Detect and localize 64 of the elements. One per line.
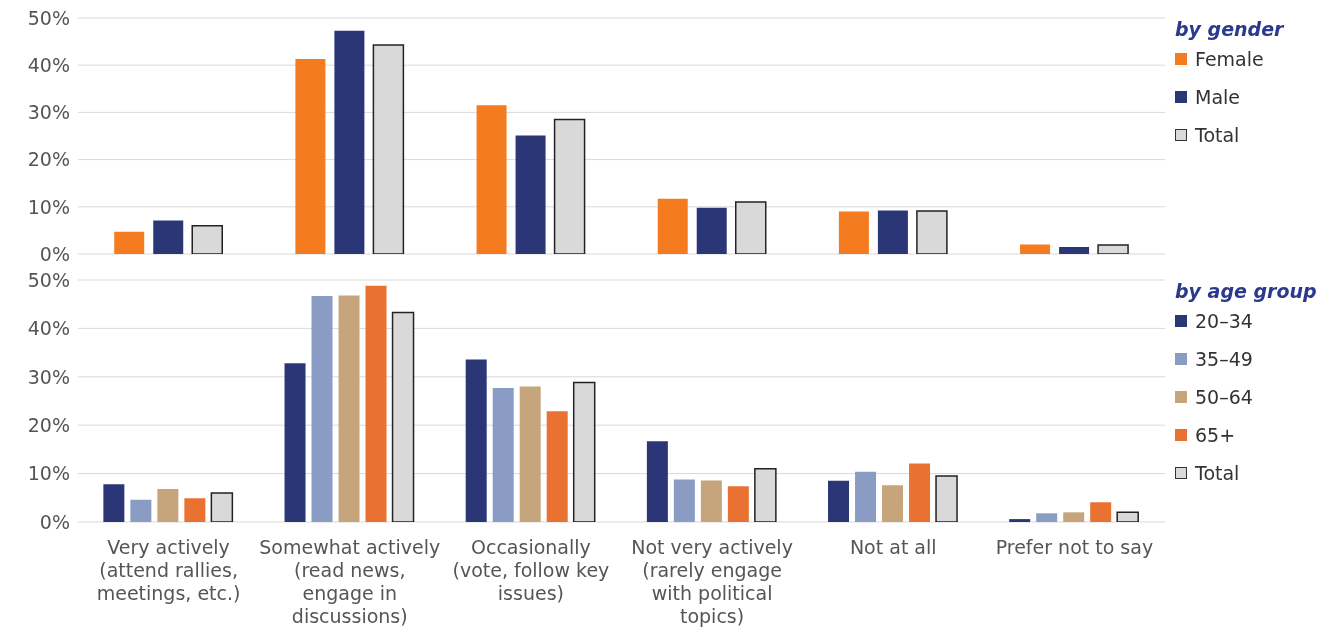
y-tick-label: 0%	[39, 510, 70, 533]
bar	[909, 463, 931, 522]
bar	[1020, 244, 1051, 254]
bar	[1063, 512, 1085, 522]
bar	[157, 489, 179, 522]
y-tick-label: 30%	[27, 101, 70, 124]
x-tick-label: Not very actively (rarely engage with political topics)	[631, 536, 793, 627]
bar	[295, 59, 326, 254]
bar	[515, 135, 546, 254]
bar	[492, 387, 514, 522]
legend-label: Female	[1195, 48, 1264, 70]
bar	[184, 498, 206, 522]
bar	[673, 479, 695, 522]
bar	[476, 105, 507, 254]
bar	[882, 485, 904, 522]
y-tick-label: 0%	[39, 242, 70, 265]
x-tick-label: Very actively (attend rallies, meetings, etc.)	[96, 536, 241, 604]
bar	[465, 359, 487, 522]
bar	[828, 480, 850, 522]
y-tick-label: 40%	[27, 53, 70, 76]
bar	[855, 471, 877, 522]
y-tick-label: 30%	[27, 365, 70, 388]
bar	[546, 411, 568, 522]
y-tick-label: 10%	[27, 195, 70, 218]
bar	[284, 363, 306, 522]
bar	[838, 211, 869, 254]
legend-label: 50–64	[1195, 386, 1253, 408]
bar	[365, 285, 387, 522]
y-tick-label: 10%	[27, 462, 70, 485]
bar	[114, 231, 145, 254]
x-tick-label: Occasionally (vote, follow key issues)	[452, 536, 610, 604]
bar	[1036, 513, 1058, 522]
y-tick-label: 50%	[27, 268, 70, 291]
bar	[657, 198, 688, 254]
bar	[696, 207, 727, 254]
bar	[646, 441, 668, 522]
legend-label: Total	[1195, 124, 1240, 146]
bar	[153, 220, 184, 254]
bar	[311, 295, 333, 522]
legend-label: 35–49	[1195, 348, 1253, 370]
y-tick-label: 20%	[27, 148, 70, 171]
bar	[727, 486, 749, 522]
y-tick-label: 40%	[27, 317, 70, 340]
y-tick-label: 20%	[27, 413, 70, 436]
x-tick-label: Somewhat actively (read news, engage in discussions)	[259, 536, 441, 627]
x-tick-label: Not at all	[849, 536, 937, 558]
bar	[519, 386, 541, 522]
legend-label: Male	[1195, 86, 1241, 108]
bar	[700, 480, 722, 522]
bar	[334, 30, 365, 254]
legend-title: by gender	[1175, 18, 1286, 40]
bar	[338, 295, 360, 522]
legend-title: by age group	[1175, 280, 1317, 302]
y-tick-label: 50%	[27, 6, 70, 29]
bar	[1009, 519, 1031, 522]
bar	[103, 484, 125, 522]
legend-label: 20–34	[1195, 310, 1253, 332]
x-tick-label: Prefer not to say	[995, 536, 1154, 558]
bar	[130, 499, 152, 522]
bar	[1090, 502, 1112, 522]
bar	[1059, 246, 1090, 254]
legend-label: Total	[1195, 462, 1240, 484]
bar	[877, 210, 908, 254]
legend-label: 65+	[1195, 424, 1236, 446]
